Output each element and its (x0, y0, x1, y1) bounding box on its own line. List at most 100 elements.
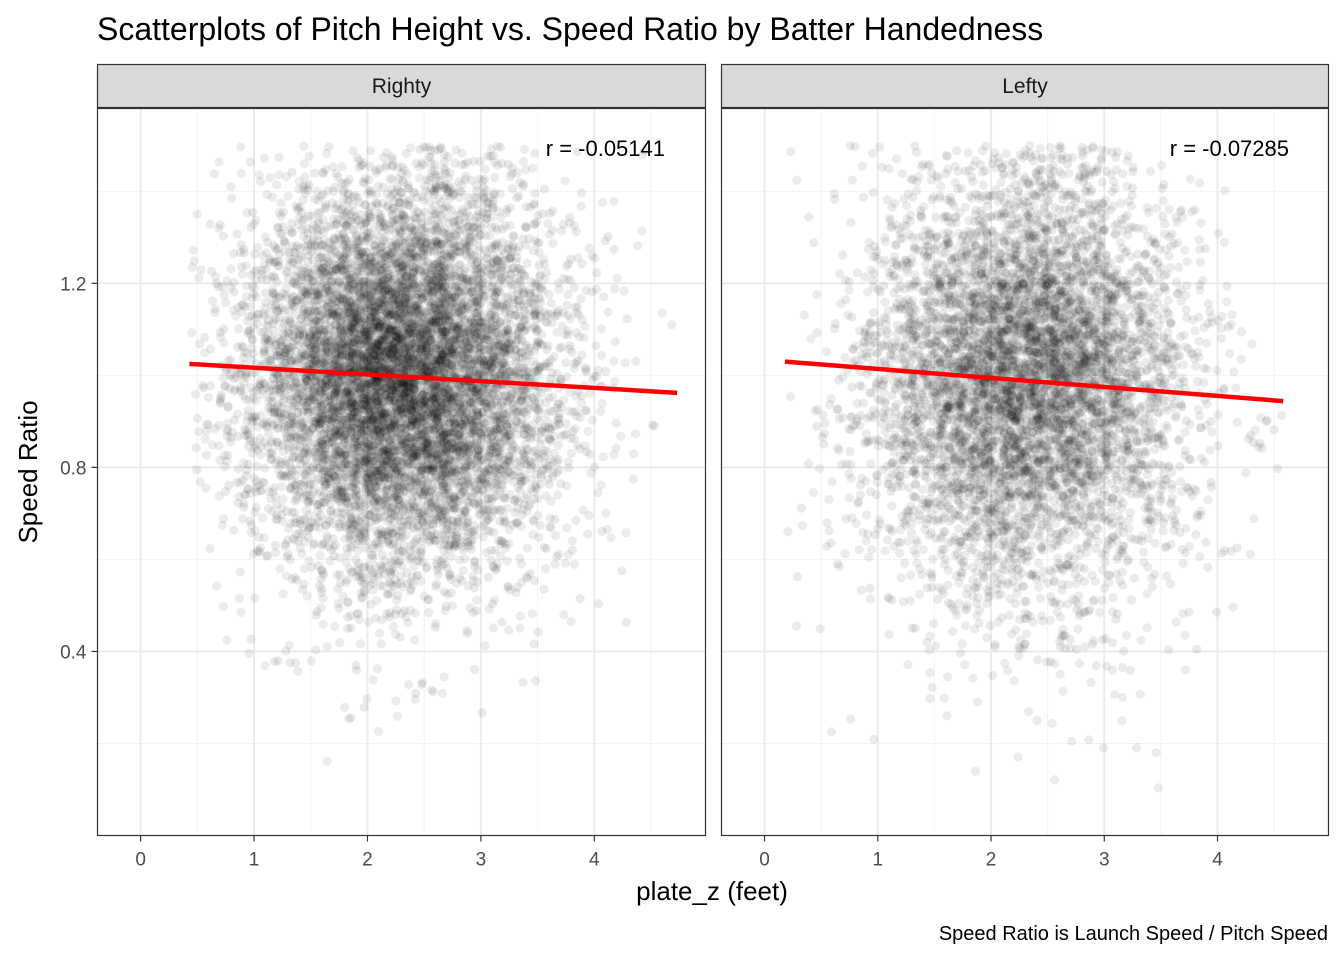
scatter-point (562, 481, 572, 491)
scatter-point (382, 276, 392, 286)
scatter-point (436, 333, 446, 343)
scatter-point (219, 451, 230, 461)
scatter-point (252, 461, 262, 471)
scatter-point (351, 660, 361, 671)
scatter-point (291, 376, 301, 386)
scatter-point (460, 217, 470, 227)
scatter-point (497, 266, 507, 276)
scatter-point (507, 386, 517, 396)
scatter-point (500, 304, 510, 314)
strip-label: Righty (372, 75, 432, 98)
scatter-point (437, 283, 447, 293)
scatter-point (583, 529, 593, 539)
scatter-point (353, 546, 363, 556)
scatter-point (482, 334, 492, 344)
scatter-point (493, 340, 503, 350)
scatter-point (251, 502, 261, 512)
scatter-point (400, 199, 410, 209)
scatter-point (454, 224, 464, 234)
scatter-point (355, 639, 366, 649)
scatter-point (412, 571, 422, 581)
scatter-point (428, 498, 438, 508)
scatter-point (360, 273, 370, 283)
scatter-point (390, 498, 400, 508)
scatter-point (259, 153, 269, 163)
scatter-point (218, 231, 228, 241)
scatter-point (328, 259, 338, 269)
scatter-point (340, 449, 350, 459)
scatter-point (552, 369, 562, 379)
scatter-point (480, 419, 491, 430)
scatter-point (346, 515, 356, 525)
scatter-point (550, 421, 560, 431)
scatter-point (483, 402, 493, 412)
scatter-point (358, 301, 368, 311)
scatter-point (568, 545, 578, 555)
scatter-point (377, 290, 387, 300)
scatter-point (428, 687, 439, 697)
scatter-point (358, 405, 368, 415)
scatter-point (430, 622, 440, 632)
scatter-point (380, 298, 390, 308)
scatter-point (275, 564, 285, 574)
scatter-point (373, 297, 383, 307)
scatter-point (471, 484, 482, 494)
scatter-point (500, 371, 510, 381)
scatter-point (445, 448, 455, 458)
scatter-point (469, 525, 479, 536)
scatter-point (446, 457, 456, 467)
scatter-point (525, 499, 536, 509)
scatter-point (322, 530, 332, 541)
scatter-point (248, 289, 259, 299)
scatter-point (217, 520, 227, 530)
scatter-point (475, 291, 485, 301)
scatter-point (414, 345, 424, 355)
scatter-point (509, 442, 519, 452)
scatter-point (521, 370, 531, 380)
scatter-point (443, 229, 453, 239)
scatter-point (411, 341, 421, 351)
scatter-point (316, 335, 326, 345)
scatter-point (362, 285, 372, 295)
scatter-point (571, 357, 582, 367)
scatter-point (471, 356, 481, 366)
scatter-point (287, 343, 297, 353)
scatter-point (502, 458, 512, 468)
scatter-point (338, 373, 349, 383)
scatter-point (564, 463, 574, 473)
scatter-point (398, 209, 408, 219)
scatter-point (232, 373, 242, 383)
scatter-point (611, 418, 621, 428)
scatter-point (320, 382, 331, 392)
scatter-point (375, 336, 385, 346)
scatter-point (473, 468, 484, 479)
scatter-point (387, 469, 397, 479)
scatter-point (511, 417, 522, 427)
scatter-point (345, 351, 356, 361)
scatter-point (518, 450, 528, 460)
scatter-point (609, 356, 619, 366)
scatter-point (359, 420, 369, 430)
scatter-point (519, 144, 530, 154)
scatter-point (487, 367, 497, 377)
scatter-point (347, 333, 357, 343)
scatter-point (435, 459, 445, 469)
scatter-point (322, 642, 332, 652)
scatter-point (262, 190, 272, 200)
scatter-point (497, 483, 507, 494)
scatter-point (439, 182, 450, 192)
scatter-point (442, 252, 452, 262)
scatter-point (367, 287, 377, 297)
scatter-point (266, 437, 276, 447)
scatter-point (373, 301, 383, 311)
scatter-point (373, 282, 383, 292)
scatter-point (480, 641, 490, 651)
scatter-point (487, 362, 497, 372)
scatter-point (468, 393, 478, 403)
scatter-point (218, 514, 229, 524)
scatter-point (356, 339, 366, 349)
scatter-point (558, 219, 568, 229)
scatter-point (418, 557, 428, 567)
scatter-point (531, 676, 541, 686)
scatter-point (387, 292, 397, 303)
